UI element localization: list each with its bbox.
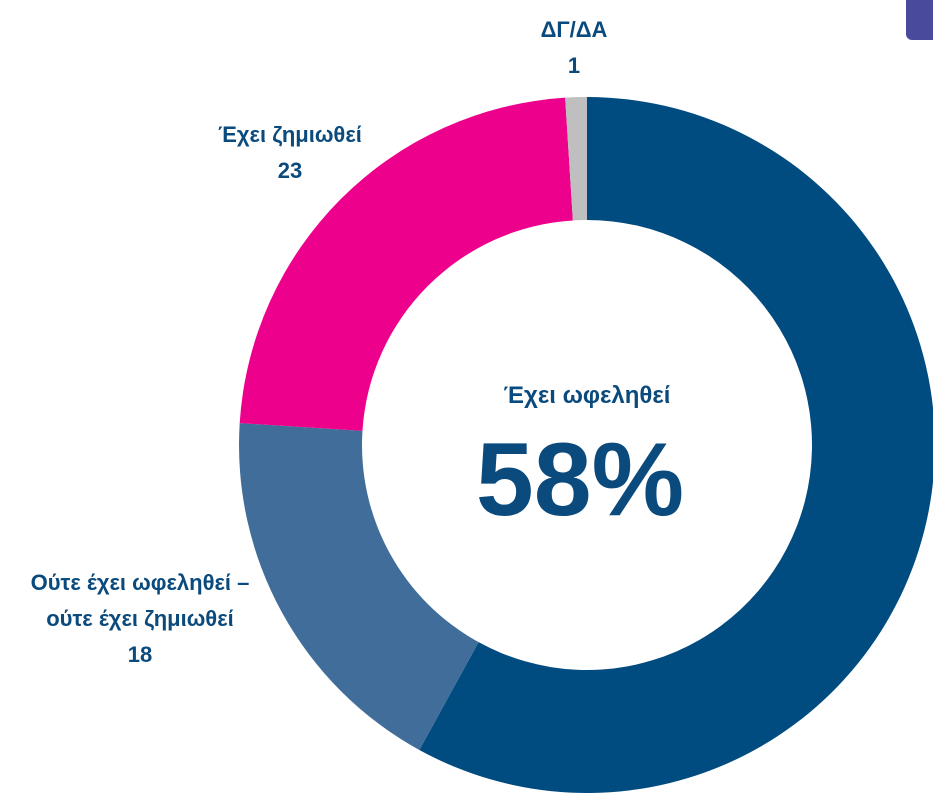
donut-slice <box>239 97 573 431</box>
slice-name: Έχει ζημιωθεί <box>218 122 362 147</box>
slice-value: 23 <box>277 158 303 183</box>
slice-name: Ούτε έχει ωφεληθεί – ούτε έχει ζημιωθεί <box>30 570 250 631</box>
donut-slice <box>239 423 479 750</box>
donut-slice <box>419 97 933 793</box>
slice-value: 18 <box>127 642 153 667</box>
slice-value: 1 <box>567 53 581 78</box>
center-label: Έχει ωφεληθεί <box>503 382 671 409</box>
center-value: 58% <box>475 422 685 538</box>
slice-label: Ούτε έχει ωφεληθεί – ούτε έχει ζημιωθεί 1… <box>10 565 270 673</box>
slice-name: ΔΓ/ΔΑ <box>540 17 608 42</box>
slice-label: ΔΓ/ΔΑ 1 <box>474 12 674 84</box>
corner-decoration <box>906 0 933 40</box>
donut-slice <box>565 97 587 221</box>
slice-label: Έχει ζημιωθεί 23 <box>160 117 420 189</box>
